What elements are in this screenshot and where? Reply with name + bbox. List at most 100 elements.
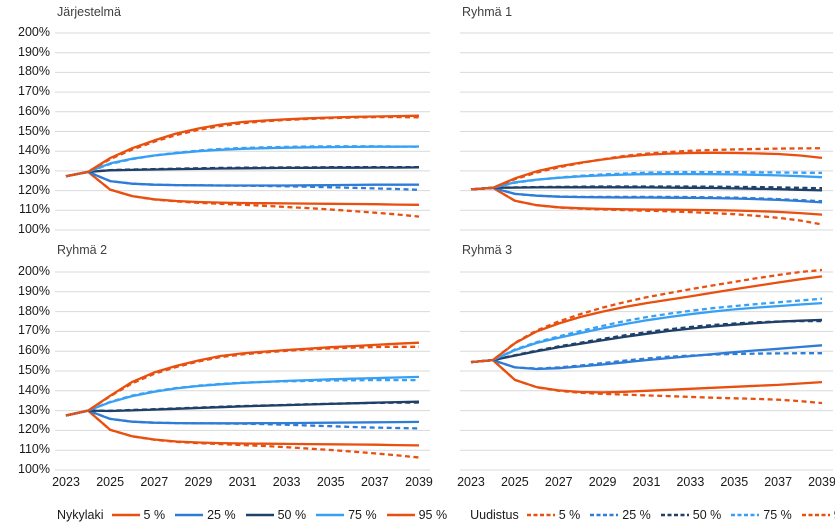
- legend-item-label: 50 %: [277, 508, 307, 522]
- legend-line-swatch: [801, 508, 831, 522]
- x-axis-tick-label: 2035: [720, 475, 749, 489]
- series-nykylaki-50pct: [470, 318, 823, 364]
- series-uudistus-95pct: [470, 268, 823, 364]
- series-uudistus-75pct: [65, 145, 420, 178]
- x-axis-tick-label: 2027: [544, 475, 573, 489]
- chart-legend: Nykylaki 5 % 25 % 50 % 75 % 95 % Uudistus 5 % 25…: [57, 503, 835, 527]
- plot-area-ryhmä-2: [55, 271, 430, 471]
- series-nykylaki-25pct: [470, 344, 823, 371]
- y-axis-tick-label: 180%: [18, 64, 50, 79]
- panel-title-ryhma2: Ryhmä 2: [57, 243, 108, 257]
- legend-line-swatch: [245, 508, 275, 522]
- plot-area-ryhmä-3: [460, 268, 833, 471]
- legend-item-label: 50 %: [692, 508, 722, 522]
- series-nykylaki-95pct: [470, 275, 823, 364]
- y-axis-tick-label: 190%: [18, 44, 50, 59]
- x-axis-tick-label: 2039: [808, 475, 835, 489]
- y-axis-tick-label: 150%: [18, 363, 50, 377]
- series-uudistus-95pct: [65, 345, 419, 417]
- series-uudistus-50pct: [65, 401, 420, 417]
- x-axis-tick-label: 2037: [360, 475, 389, 489]
- x-axis-tick-label: 2029: [184, 475, 213, 489]
- legend-item-uudistus-75pct: 75 %: [730, 508, 792, 522]
- y-axis-tick-label: 190%: [18, 283, 50, 298]
- y-axis-tick-label: 140%: [18, 143, 50, 158]
- legend-item-uudistus-95pct: 95 %: [801, 508, 835, 522]
- panel-title-ryhma1: Ryhmä 1: [462, 5, 513, 19]
- legend-line-swatch: [386, 508, 416, 522]
- series-uudistus-5pct: [65, 170, 420, 218]
- legend-scenario-label-nykylaki: Nykylaki: [57, 508, 104, 522]
- x-axis-tick-label: 2023: [457, 475, 485, 489]
- legend-line-swatch: [526, 508, 556, 522]
- y-axis-tick-label: 130%: [18, 162, 50, 177]
- y-axis-tick-label: 130%: [18, 402, 50, 417]
- y-axis-tick-label: 110%: [18, 202, 50, 217]
- series-nykylaki-75pct: [470, 172, 823, 191]
- legend-line-swatch: [174, 508, 204, 522]
- y-axis-tick-label: 200%: [18, 25, 50, 39]
- series-uudistus-25pct: [65, 170, 420, 191]
- legend-item-label: 75 %: [348, 508, 377, 522]
- series-uudistus-95pct: [65, 115, 420, 178]
- series-uudistus-25pct: [65, 409, 420, 430]
- x-axis-tick-label: 2035: [316, 475, 345, 489]
- series-nykylaki-50pct: [470, 186, 823, 192]
- legend-item-nykylaki-25pct: 25 %: [174, 508, 236, 522]
- y-axis-tick-label: 170%: [18, 323, 50, 338]
- y-axis-tick-label: 100%: [18, 222, 50, 236]
- x-axis-tick-label: 2031: [228, 475, 257, 489]
- legend-item-label: 75 %: [763, 508, 792, 522]
- y-axis-tick-label: 150%: [18, 123, 50, 138]
- panel-title-ryhma3: Ryhmä 3: [462, 243, 513, 257]
- legend-item-nykylaki-5pct: 5 %: [111, 508, 165, 522]
- series-nykylaki-25pct: [65, 170, 419, 187]
- series-nykylaki-5pct: [65, 409, 420, 447]
- legend-item-uudistus-5pct: 5 %: [526, 508, 581, 522]
- legend-item-label: 95 %: [834, 508, 835, 522]
- legend-item-nykylaki-50pct: 50 %: [245, 508, 307, 522]
- x-axis-tick-label: 2031: [632, 475, 661, 489]
- x-axis-tick-label: 2025: [96, 475, 125, 489]
- series-uudistus-25pct: [470, 352, 822, 370]
- series-nykylaki-95pct: [65, 114, 420, 178]
- plot-area-ryhmä-1: [460, 32, 833, 231]
- x-axis-tick-label: 2033: [676, 475, 705, 489]
- x-axis-tick-label: 2039: [405, 475, 433, 489]
- y-axis-tick-label: 140%: [18, 382, 50, 397]
- series-uudistus-95pct: [470, 147, 823, 191]
- x-axis-tick-label: 2027: [140, 475, 169, 489]
- series-nykylaki-50pct: [65, 400, 420, 417]
- series-uudistus-5pct: [470, 186, 823, 226]
- series-uudistus-5pct: [470, 358, 823, 405]
- legend-item-label: 5 %: [558, 508, 581, 522]
- series-uudistus-75pct: [65, 378, 419, 417]
- series-uudistus-50pct: [470, 185, 823, 191]
- y-axis-tick-label: 120%: [18, 182, 50, 197]
- series-uudistus-75pct: [470, 170, 823, 191]
- series-uudistus-75pct: [470, 297, 823, 364]
- y-axis-tick-label: 120%: [18, 422, 50, 437]
- y-axis-tick-label: 200%: [18, 264, 50, 278]
- x-axis-tick-label: 2025: [500, 475, 529, 489]
- legend-line-swatch: [315, 508, 345, 522]
- legend-scenario-label-uudistus: Uudistus: [470, 508, 519, 522]
- legend-line-swatch: [589, 508, 619, 522]
- legend-item-uudistus-25pct: 25 %: [589, 508, 651, 522]
- legend-item-label: 25 %: [207, 508, 236, 522]
- series-nykylaki-25pct: [65, 409, 420, 425]
- series-nykylaki-5pct: [65, 170, 420, 206]
- legend-item-uudistus-50pct: 50 %: [660, 508, 722, 522]
- series-nykylaki-50pct: [65, 166, 420, 178]
- series-uudistus-50pct: [470, 319, 822, 364]
- y-axis-tick-label: 110%: [18, 442, 50, 457]
- legend-item-nykylaki-75pct: 75 %: [315, 508, 377, 522]
- y-axis-tick-label: 160%: [18, 103, 50, 118]
- x-axis-tick-label: 2023: [52, 475, 80, 489]
- x-axis-tick-label: 2029: [588, 475, 617, 489]
- plot-area-järjestelmä: [55, 32, 430, 231]
- legend-line-swatch: [111, 508, 141, 522]
- series-nykylaki-5pct: [470, 358, 823, 394]
- legend-line-swatch: [660, 508, 690, 522]
